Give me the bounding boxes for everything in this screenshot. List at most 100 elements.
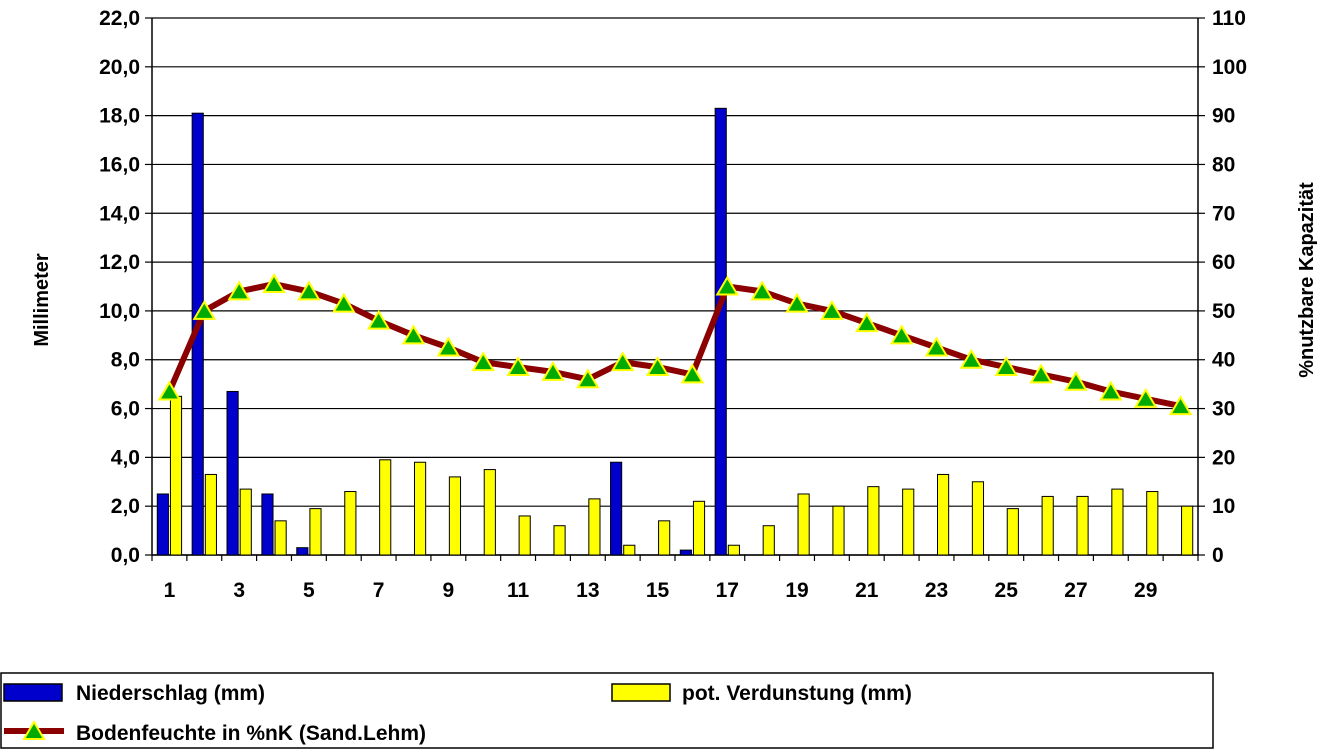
y2-tick-label: 0 bbox=[1212, 544, 1224, 567]
evap-bar bbox=[309, 508, 322, 556]
evap-bar bbox=[1076, 495, 1089, 556]
x-axis-ticks: 1 3 5 7 9 11 13 15 17 19 21 23 25 27 29 bbox=[151, 555, 1199, 602]
moisture-marker bbox=[750, 280, 774, 301]
evap-bar bbox=[971, 481, 985, 556]
moisture-marker bbox=[262, 273, 286, 294]
gridlines bbox=[145, 17, 1205, 556]
precip-bar bbox=[261, 493, 274, 556]
evap-bar bbox=[1181, 505, 1194, 556]
right-axis-ticks: 0 10 20 30 40 50 60 70 80 90 100 110 bbox=[1212, 7, 1247, 567]
y2-tick-label: 20 bbox=[1212, 446, 1235, 469]
x-tick-label: 17 bbox=[716, 579, 739, 602]
x-tick-label: 9 bbox=[443, 579, 455, 602]
precip-bar bbox=[226, 390, 239, 556]
moisture-marker bbox=[576, 368, 600, 389]
y-tick-label: 0,0 bbox=[111, 544, 140, 567]
y-tick-label: 18,0 bbox=[99, 105, 140, 128]
y2-tick-label: 80 bbox=[1212, 153, 1235, 176]
evap-bar bbox=[588, 498, 601, 556]
moisture-marker bbox=[924, 336, 949, 357]
x-tick-label: 27 bbox=[1064, 579, 1087, 602]
x-tick-label: 1 bbox=[164, 579, 176, 602]
legend-box bbox=[0, 672, 1214, 749]
moisture-marker bbox=[471, 351, 495, 372]
evap-bar bbox=[692, 500, 706, 556]
moisture-marker bbox=[366, 309, 391, 330]
evap-bar bbox=[762, 525, 775, 556]
evaporation-bars bbox=[169, 395, 1194, 556]
precip-bar bbox=[714, 107, 727, 556]
legend-label-evap: pot. Verdunstung (mm) bbox=[682, 682, 912, 705]
evap-bar bbox=[937, 473, 950, 556]
x-tick-label: 21 bbox=[855, 579, 879, 602]
y-axis-title: Millimeter bbox=[31, 253, 53, 347]
evap-bar bbox=[518, 515, 531, 556]
moisture-line-path bbox=[166, 281, 1182, 410]
moisture-marker bbox=[610, 351, 635, 372]
evap-bar bbox=[623, 544, 636, 556]
y-tick-label: 2,0 bbox=[111, 495, 140, 518]
left-axis-ticks: 0,0 2,0 4,0 6,0 8,0 10,0 12,0 14,0 16,0 18,0 20,0 2… bbox=[99, 7, 140, 567]
y-tick-label: 4,0 bbox=[111, 446, 140, 469]
y2-tick-label: 100 bbox=[1212, 56, 1247, 79]
moisture-marker bbox=[1029, 363, 1053, 384]
x-tick-label: 25 bbox=[995, 579, 1019, 602]
evap-bar bbox=[1041, 495, 1054, 556]
evap-bar bbox=[204, 473, 217, 556]
evap-bar bbox=[658, 520, 671, 556]
precip-bar bbox=[610, 461, 623, 556]
y2-tick-label: 10 bbox=[1212, 495, 1235, 518]
evap-bar bbox=[379, 459, 392, 556]
y-tick-label: 8,0 bbox=[111, 349, 140, 372]
legend-swatch-marker bbox=[22, 720, 46, 740]
precipitation-bars bbox=[156, 107, 727, 556]
y-tick-label: 12,0 bbox=[99, 251, 140, 274]
x-tick-label: 11 bbox=[507, 579, 530, 602]
moisture-marker bbox=[1133, 387, 1158, 408]
evap-bar bbox=[414, 461, 427, 556]
y2-tick-label: 110 bbox=[1212, 7, 1246, 30]
moisture-marker bbox=[541, 360, 565, 381]
x-tick-label: 3 bbox=[233, 579, 245, 602]
y-tick-label: 22,0 bbox=[99, 7, 140, 30]
moisture-marker bbox=[855, 312, 879, 333]
y-tick-label: 20,0 bbox=[99, 56, 140, 79]
moisture-marker bbox=[715, 275, 740, 296]
precip-bar bbox=[156, 493, 169, 556]
y-tick-label: 16,0 bbox=[99, 153, 140, 176]
moisture-marker bbox=[645, 356, 670, 377]
x-tick-label: 15 bbox=[646, 579, 670, 602]
x-tick-label: 23 bbox=[925, 579, 948, 602]
y2-tick-label: 60 bbox=[1212, 251, 1235, 274]
legend: Niederschlag (mm) pot. Verdunstung (mm) … bbox=[0, 672, 1214, 749]
evap-bar bbox=[1006, 508, 1019, 556]
evap-bar bbox=[239, 488, 252, 556]
evap-bar bbox=[1146, 491, 1159, 556]
evap-bar bbox=[727, 544, 740, 556]
precip-bar bbox=[296, 547, 309, 556]
y-tick-label: 10,0 bbox=[99, 300, 140, 323]
moisture-marker bbox=[1168, 395, 1193, 416]
moisture-marker bbox=[1099, 380, 1123, 401]
evap-bar bbox=[1111, 488, 1124, 556]
legend-label-precip: Niederschlag (mm) bbox=[76, 682, 265, 705]
moisture-marker bbox=[785, 292, 809, 313]
moisture-marker bbox=[506, 356, 530, 377]
evap-bar bbox=[832, 505, 845, 556]
moisture-marker bbox=[680, 363, 705, 384]
evap-bar bbox=[274, 520, 287, 556]
x-tick-label: 29 bbox=[1134, 579, 1157, 602]
y2-tick-label: 90 bbox=[1212, 105, 1235, 128]
evap-bar bbox=[553, 525, 566, 556]
x-tick-label: 5 bbox=[303, 579, 315, 602]
evap-bar bbox=[483, 469, 496, 556]
x-tick-label: 7 bbox=[373, 579, 385, 602]
moisture-marker bbox=[157, 380, 182, 401]
precip-bar bbox=[679, 549, 692, 556]
y2-tick-label: 50 bbox=[1212, 300, 1235, 323]
x-tick-label: 19 bbox=[785, 579, 808, 602]
y2-axis-title: %nutzbare Kapazität bbox=[1296, 182, 1318, 378]
moisture-marker bbox=[332, 292, 356, 313]
moisture-marker bbox=[889, 324, 914, 345]
